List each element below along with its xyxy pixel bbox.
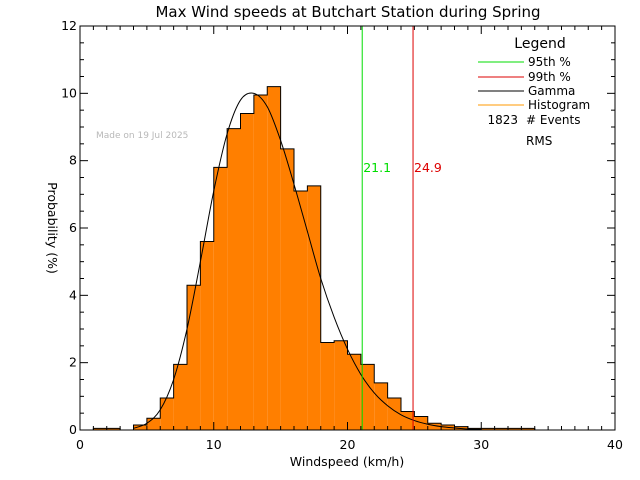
histogram-bar: [280, 148, 294, 430]
histogram-bar: [93, 428, 107, 430]
histogram-bar: [200, 241, 214, 430]
histogram-bar: [334, 340, 348, 430]
legend-label-gamma: Gamma: [528, 84, 575, 98]
y-tick-label: 10: [61, 85, 77, 100]
y-tick-label: 12: [61, 18, 77, 33]
legend-events-count: 1823: [487, 113, 518, 127]
histogram-bar: [307, 185, 321, 430]
histogram-bar: [401, 411, 415, 430]
histogram-bar: [360, 364, 375, 430]
x-tick-label: 30: [473, 437, 489, 452]
histogram-bar: [146, 418, 161, 430]
histogram-bar: [294, 190, 308, 430]
x-tick-label: 0: [76, 437, 84, 452]
x-axis-label: Windspeed (km/h): [290, 454, 404, 469]
y-tick-label: 8: [69, 153, 77, 168]
percentile-lines: 21.1 24.9: [361, 26, 442, 430]
x-tick-label: 40: [607, 437, 623, 452]
legend-label-99th: 99th %: [528, 70, 571, 84]
x-tick-label: 10: [206, 437, 222, 452]
histogram-bar: [213, 167, 228, 430]
histogram-bar: [227, 128, 241, 430]
legend-label-95th: 95th %: [528, 55, 571, 69]
histogram-bars: [92, 86, 536, 431]
legend-rms-label: RMS: [526, 134, 552, 148]
legend-title: Legend: [514, 36, 565, 52]
histogram-bar: [347, 354, 361, 430]
legend-events-label: # Events: [526, 113, 581, 127]
histogram-bar: [320, 342, 335, 430]
y-tick-label: 4: [69, 287, 77, 302]
histogram-bar: [187, 285, 201, 430]
y-tick-label: 6: [69, 220, 77, 235]
gamma-curve-layer: [133, 92, 482, 430]
histogram-bar: [494, 428, 508, 430]
histogram-bar: [240, 113, 254, 431]
x-tick-label: 20: [340, 437, 356, 452]
percentile-99-label: 24.9: [414, 160, 442, 175]
histogram-bar: [508, 428, 522, 430]
percentile-95-label: 21.1: [363, 160, 391, 175]
histogram-bar: [253, 95, 268, 431]
histogram-outline: [92, 86, 536, 431]
made-on-annotation: Made on 19 Jul 2025: [96, 131, 188, 141]
axes: 0 10 20 30 40 0 2 4 6 8 10 12: [61, 18, 623, 452]
histogram-bar: [160, 398, 174, 430]
histogram-bar: [481, 428, 495, 430]
gamma-curve: [133, 92, 482, 430]
histogram-bar: [414, 416, 428, 430]
histogram-bar: [387, 398, 401, 430]
y-axis-label: Probability (%): [45, 182, 60, 274]
histogram-bar: [374, 382, 388, 430]
histogram-bar: [106, 428, 121, 430]
chart-title: Max Wind speeds at Butchart Station duri…: [155, 3, 540, 21]
histogram-bar: [173, 364, 187, 430]
histogram-bar: [267, 86, 281, 430]
histogram-bar: [427, 423, 442, 430]
y-tick-label: 0: [69, 422, 77, 437]
legend-label-histogram: Histogram: [528, 98, 590, 112]
histogram-bar: [133, 424, 147, 430]
histogram-bar: [521, 428, 535, 430]
y-tick-label: 2: [69, 355, 77, 370]
legend: Legend 95th % 99th % Gamma Histogram 182…: [478, 36, 590, 148]
